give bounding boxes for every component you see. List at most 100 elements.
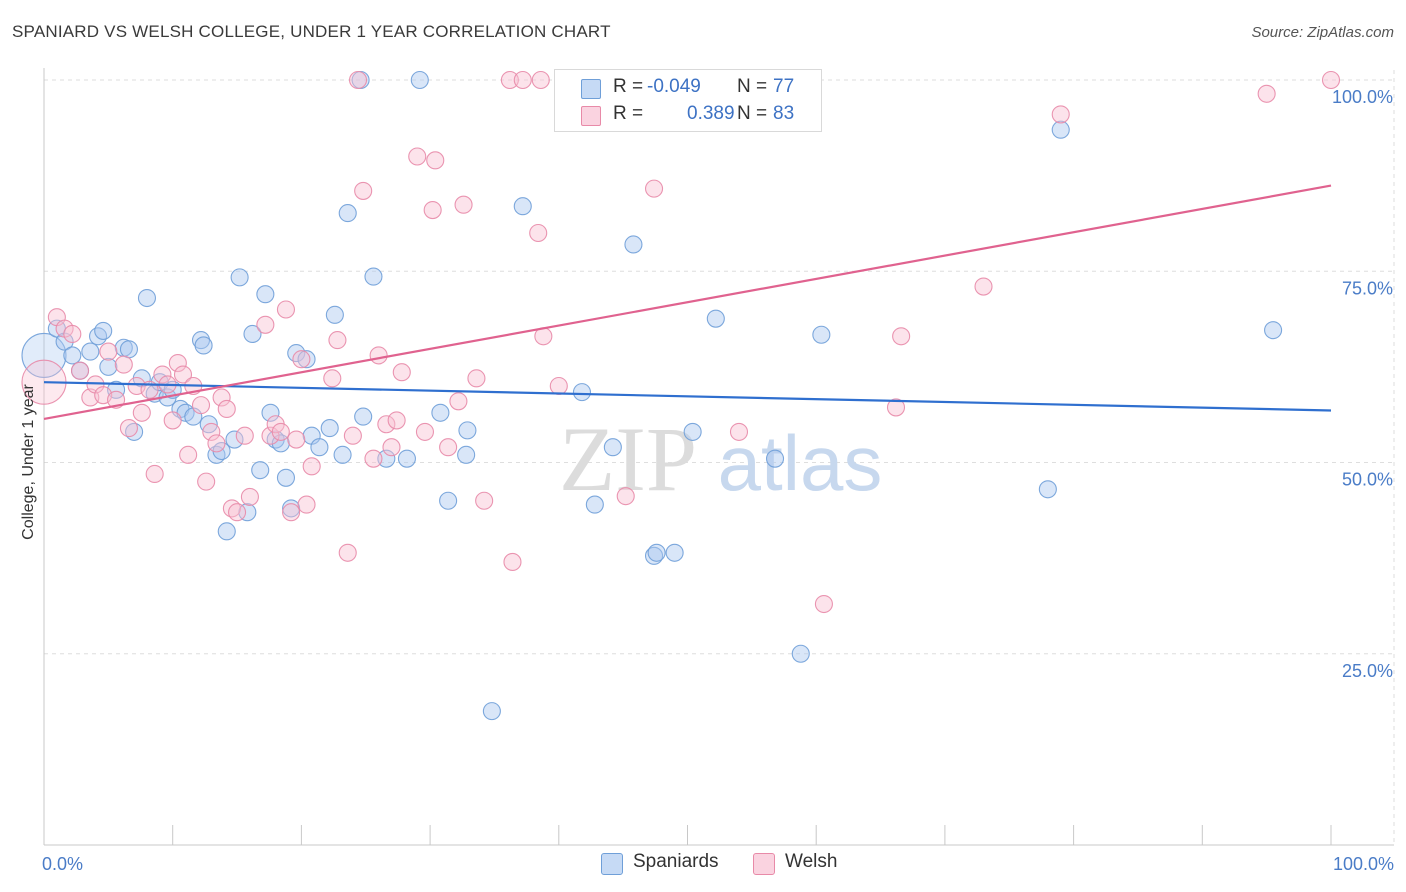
point-spaniards (1051, 120, 1070, 139)
point-welsh (1257, 84, 1276, 103)
point-welsh (163, 411, 182, 430)
series-legend-label-spaniards: Spaniards (633, 851, 719, 872)
point-spaniards (572, 383, 592, 402)
series-legend-swatch-welsh (753, 853, 775, 875)
point-welsh (644, 179, 664, 198)
point-welsh (513, 70, 532, 90)
series-legend-swatch-spaniards (601, 853, 623, 875)
point-spaniards (137, 288, 157, 308)
legend-r-value: -0.049 (647, 76, 701, 97)
point-welsh (261, 426, 280, 445)
point-welsh (217, 399, 236, 419)
point-welsh (1321, 70, 1341, 90)
point-welsh (892, 327, 911, 346)
point-welsh (63, 324, 82, 344)
point-welsh (729, 422, 749, 441)
legend-r-value: 0.389 (687, 103, 735, 124)
point-spaniards (812, 325, 831, 344)
watermark-zip: ZIP (559, 408, 697, 510)
point-welsh (240, 487, 259, 506)
y-axis-label: College, Under 1 year (20, 384, 37, 540)
point-welsh (287, 430, 306, 449)
legend-n-value: 83 (773, 103, 795, 124)
point-welsh (235, 426, 254, 445)
point-welsh (369, 346, 388, 365)
point-welsh (153, 365, 172, 384)
point-welsh (207, 434, 226, 453)
point-spaniards (439, 491, 458, 510)
point-spaniards (99, 357, 118, 376)
correlation-legend: R = -0.049 N = 77 R = 0.389 N = 83 (554, 69, 822, 132)
point-welsh (202, 422, 221, 441)
point-spaniards (320, 419, 339, 438)
point-welsh (467, 369, 486, 388)
point-welsh (387, 411, 406, 430)
point-welsh (282, 503, 301, 522)
point-spaniards (333, 445, 352, 464)
point-spaniards (791, 644, 810, 663)
y-tick-label: 50.0% (1342, 470, 1393, 490)
point-spaniards (251, 461, 270, 480)
point-welsh (382, 438, 401, 457)
point-welsh (191, 396, 211, 415)
point-welsh (323, 369, 342, 388)
point-spaniards (282, 499, 301, 518)
point-welsh (302, 457, 321, 476)
point-welsh (392, 363, 411, 382)
chart-title: SPANIARD VS WELSH COLLEGE, UNDER 1 YEAR … (12, 22, 611, 41)
point-spaniards (683, 422, 702, 441)
point-welsh (426, 151, 445, 170)
point-spaniards (665, 543, 684, 562)
point-welsh (348, 70, 368, 90)
legend-swatch-welsh (581, 106, 601, 126)
point-spaniards (354, 407, 373, 426)
point-welsh (114, 355, 133, 374)
point-welsh (500, 70, 519, 90)
point-spaniards (624, 235, 643, 254)
point-spaniards (21, 332, 67, 378)
point-welsh (529, 223, 548, 243)
trend-line-spaniards (43, 381, 1332, 412)
point-spaniards (338, 204, 357, 223)
point-spaniards (431, 403, 450, 422)
point-welsh (974, 277, 993, 296)
point-spaniards (243, 324, 262, 344)
point-welsh (616, 487, 635, 506)
point-welsh (99, 342, 118, 361)
axes (43, 68, 1394, 846)
point-spaniards (1038, 480, 1057, 499)
point-welsh (212, 388, 231, 407)
watermark-atlas: atlas (718, 419, 883, 507)
series-legend: Spaniards Welsh (0, 851, 1406, 877)
point-welsh (145, 464, 164, 484)
point-spaniards (225, 430, 244, 449)
point-spaniards (55, 332, 74, 351)
point-welsh (549, 376, 568, 396)
point-spaniards (261, 403, 280, 422)
point-spaniards (256, 285, 275, 304)
point-welsh (276, 300, 296, 319)
point-welsh (132, 403, 151, 422)
point-spaniards (81, 342, 100, 361)
x-tick-label-min: 0.0% (42, 854, 83, 874)
point-spaniards (297, 350, 316, 369)
tick-labels: 25.0% 50.0% 75.0% 100.0% 0.0% 100.0% (42, 87, 1394, 874)
point-welsh (415, 422, 435, 441)
point-welsh (449, 392, 468, 411)
point-welsh (423, 201, 442, 220)
series-spaniards-points (21, 70, 1283, 721)
point-welsh (292, 350, 311, 369)
point-spaniards (94, 321, 113, 340)
x-tick-label-max: 100.0% (1333, 854, 1394, 874)
point-spaniards (397, 449, 416, 468)
point-spaniards (603, 438, 622, 457)
point-spaniards (194, 336, 213, 355)
point-welsh (408, 147, 427, 166)
point-welsh (886, 398, 906, 417)
point-welsh (503, 552, 522, 572)
point-spaniards (706, 309, 725, 328)
point-spaniards (765, 449, 785, 468)
point-welsh (119, 419, 138, 438)
point-welsh (377, 415, 396, 434)
